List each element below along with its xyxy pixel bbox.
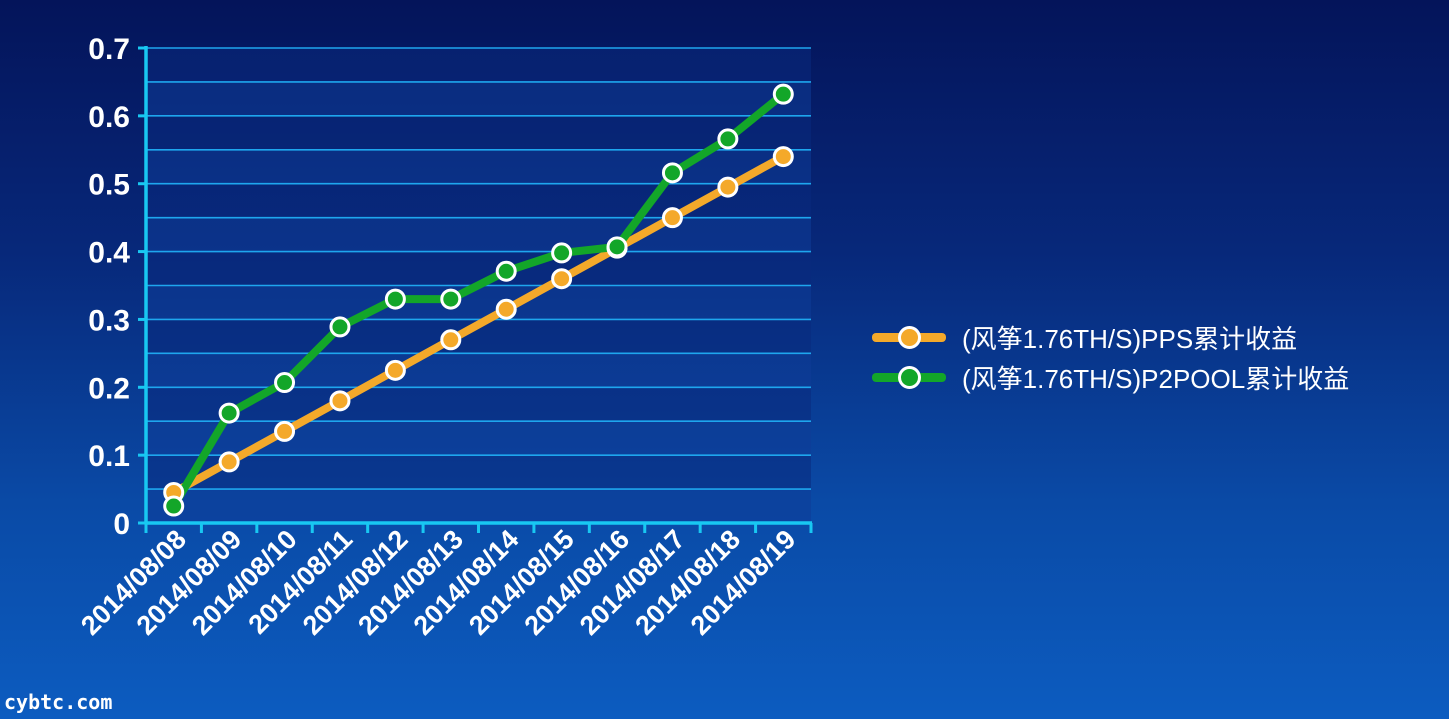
data-point-p2pool bbox=[329, 316, 351, 338]
data-point-pps bbox=[717, 176, 739, 198]
data-point-p2pool bbox=[218, 402, 240, 424]
legend-label-p2pool: (风筝1.76TH/S)P2POOL累计收益 bbox=[962, 363, 1350, 394]
legend-swatch-pps bbox=[872, 325, 946, 349]
y-axis-tick-labels: 0 0.1 0.2 0.3 0.4 0.5 0.6 0.7 bbox=[88, 33, 130, 541]
plot-band bbox=[146, 48, 811, 82]
data-point-p2pool bbox=[717, 128, 739, 150]
plot-band bbox=[146, 455, 811, 490]
plot-background bbox=[146, 48, 811, 523]
data-point-p2pool bbox=[163, 495, 185, 517]
data-point-pps bbox=[329, 390, 351, 412]
data-point-pps bbox=[661, 207, 683, 229]
plot-band bbox=[146, 251, 811, 286]
legend: (风筝1.76TH/S)PPS累计收益 (风筝1.76TH/S)P2POOL累计… bbox=[872, 318, 1349, 398]
plot-band bbox=[146, 489, 811, 523]
series-line-pps bbox=[169, 152, 788, 497]
plot-band bbox=[146, 81, 811, 116]
legend-marker-pps bbox=[898, 326, 921, 349]
data-point-p2pool bbox=[440, 288, 462, 310]
legend-item-pps: (风筝1.76TH/S)PPS累计收益 bbox=[872, 318, 1349, 356]
data-point-pps bbox=[274, 420, 296, 442]
data-point-p2pool bbox=[772, 83, 794, 105]
series-points bbox=[163, 83, 794, 517]
axes bbox=[138, 46, 813, 533]
data-point-pps bbox=[772, 146, 794, 168]
data-point-pps bbox=[440, 329, 462, 351]
x-axis-tick-labels: 2014/08/082014/08/092014/08/102014/08/11… bbox=[75, 524, 801, 641]
plot-band bbox=[146, 115, 811, 150]
data-point-p2pool bbox=[384, 288, 406, 310]
legend-item-p2pool: (风筝1.76TH/S)P2POOL累计收益 bbox=[872, 358, 1349, 396]
data-point-pps bbox=[495, 298, 517, 320]
gridlines bbox=[146, 47, 811, 490]
y-tick-label: 0 bbox=[113, 508, 130, 541]
data-point-pps bbox=[384, 359, 406, 381]
legend-label-pps: (风筝1.76TH/S)PPS累计收益 bbox=[962, 323, 1298, 354]
plot-band bbox=[146, 387, 811, 422]
data-point-pps bbox=[218, 451, 240, 473]
y-tick-label: 0.5 bbox=[88, 169, 130, 202]
legend-swatch-p2pool bbox=[872, 365, 946, 389]
plot-band bbox=[146, 285, 811, 320]
y-tick-label: 0.3 bbox=[88, 304, 130, 337]
legend-marker-p2pool bbox=[898, 366, 921, 389]
series-lines bbox=[169, 90, 788, 511]
data-point-p2pool bbox=[551, 242, 573, 264]
series-line-p2pool bbox=[169, 90, 788, 511]
data-point-p2pool bbox=[661, 162, 683, 184]
y-tick-label: 0.1 bbox=[88, 440, 130, 473]
data-point-pps bbox=[551, 268, 573, 290]
y-tick-label: 0.2 bbox=[88, 372, 130, 405]
data-point-p2pool bbox=[274, 372, 296, 394]
y-tick-label: 0.6 bbox=[88, 101, 130, 134]
plot-band bbox=[146, 353, 811, 388]
y-tick-label: 0.4 bbox=[88, 237, 130, 270]
plot-band bbox=[146, 149, 811, 184]
y-tick-label: 0.7 bbox=[88, 33, 130, 66]
watermark: cybtc.com bbox=[4, 690, 113, 714]
data-point-p2pool bbox=[495, 260, 517, 282]
plot-band bbox=[146, 217, 811, 252]
data-point-p2pool bbox=[606, 236, 628, 258]
